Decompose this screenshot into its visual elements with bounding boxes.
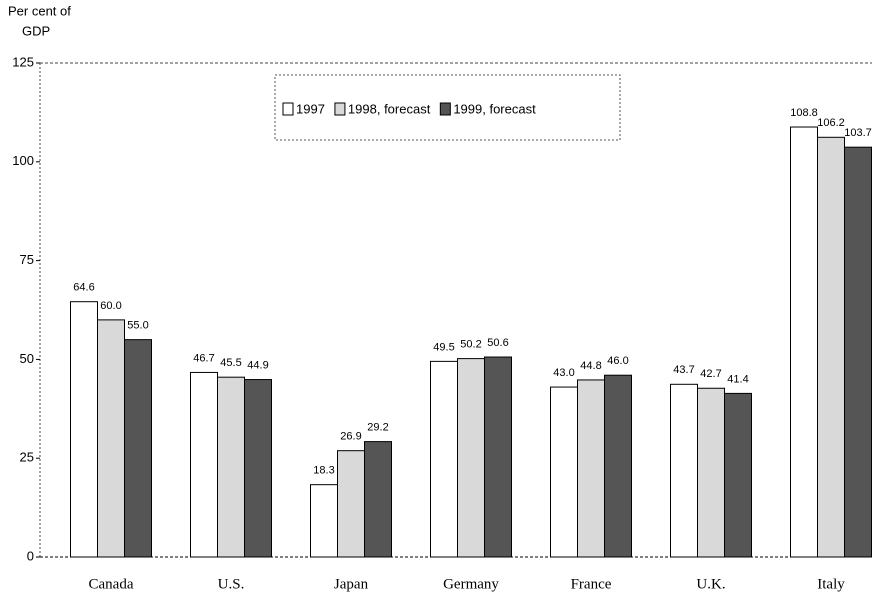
value-label: 41.4 (727, 373, 748, 385)
y-tick-label: 100 (12, 153, 34, 168)
x-tick-label: U.S. (218, 576, 245, 592)
bar (697, 387, 725, 558)
y-tick-label: 125 (12, 54, 34, 69)
value-label: 43.0 (553, 367, 574, 379)
bar (484, 356, 512, 558)
bar (670, 383, 698, 558)
bar (844, 146, 872, 558)
legend-label: 1997 (296, 101, 325, 116)
y-tick-label: 50 (20, 351, 34, 366)
legend-label: 1998, forecast (348, 101, 431, 116)
bar (604, 374, 632, 558)
bar (337, 450, 365, 558)
value-label: 50.6 (487, 337, 508, 349)
bar (724, 392, 752, 558)
value-label: 108.8 (790, 107, 818, 119)
bar (244, 379, 272, 558)
bar (457, 358, 485, 558)
x-tick-label: Canada (89, 576, 134, 592)
value-label: 60.0 (100, 300, 121, 312)
bar (217, 376, 245, 558)
bar (364, 441, 392, 558)
value-label: 29.2 (367, 422, 388, 434)
bar (70, 301, 98, 558)
bar (550, 386, 578, 558)
value-label: 103.7 (844, 127, 872, 139)
x-tick-label: U.K. (696, 576, 725, 592)
value-label: 50.2 (460, 339, 481, 351)
bar (430, 360, 458, 558)
value-label: 26.9 (340, 431, 361, 443)
bar (310, 484, 338, 558)
x-tick-label: Italy (817, 576, 845, 592)
bar (790, 126, 818, 558)
value-label: 43.7 (673, 364, 694, 376)
bar (97, 319, 125, 558)
y-tick-label: 75 (20, 252, 34, 267)
value-label: 42.7 (700, 368, 721, 380)
value-label: 44.8 (580, 360, 601, 372)
legend-label: 1999, forecast (453, 101, 536, 116)
legend-swatch (282, 102, 294, 116)
bar (577, 379, 605, 558)
y-tick-label: 0 (27, 548, 34, 563)
value-label: 64.6 (73, 282, 94, 294)
x-tick-label: France (571, 576, 612, 592)
value-label: 49.5 (433, 341, 454, 353)
y-axis-label: GDP (22, 23, 50, 38)
x-tick-label: Germany (443, 576, 499, 592)
value-label: 46.0 (607, 355, 628, 367)
bar (124, 339, 152, 558)
bar (190, 371, 218, 558)
legend-swatch (334, 102, 346, 116)
value-label: 46.7 (193, 352, 214, 364)
value-label: 55.0 (127, 320, 148, 332)
value-label: 18.3 (313, 465, 334, 477)
value-label: 44.9 (247, 359, 268, 371)
x-tick-label: Japan (334, 576, 369, 592)
y-tick-label: 25 (20, 450, 34, 465)
legend-swatch (439, 102, 451, 116)
value-label: 106.2 (817, 117, 845, 129)
bar (817, 136, 845, 558)
y-axis-label: Per cent of (8, 3, 71, 18)
value-label: 45.5 (220, 357, 241, 369)
